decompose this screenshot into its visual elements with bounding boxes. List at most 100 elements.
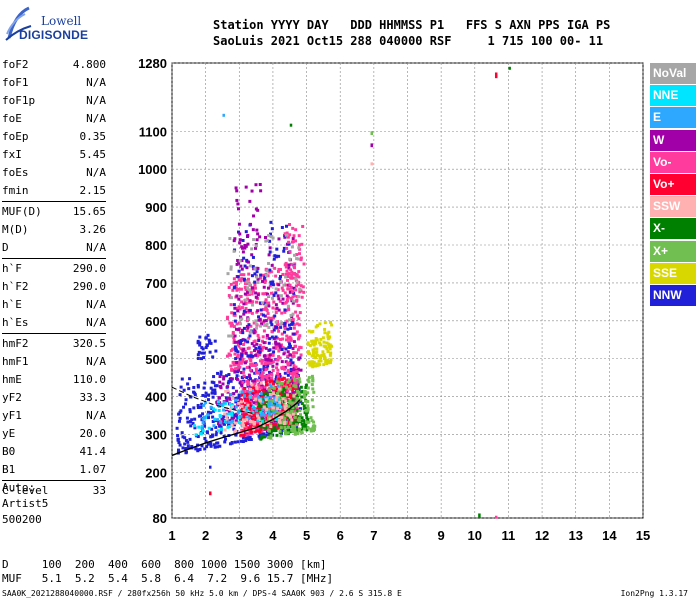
- echo-point: [266, 312, 270, 316]
- echo-point: [284, 378, 288, 382]
- echo-point: [262, 329, 266, 333]
- echo-point: [283, 396, 287, 400]
- echo-point: [246, 260, 250, 264]
- echo-point: [259, 392, 263, 396]
- echo-point: [255, 300, 259, 304]
- echo-point: [292, 368, 296, 372]
- echo-point: [237, 415, 241, 419]
- echo-point: [269, 430, 273, 434]
- echo-point: [196, 353, 200, 357]
- echo-point: [204, 336, 208, 340]
- echo-point: [268, 246, 272, 250]
- echo-point: [285, 385, 289, 389]
- echo-point: [206, 333, 210, 337]
- echo-point: [232, 239, 236, 243]
- echo-point: [287, 266, 291, 270]
- echo-point: [264, 374, 268, 378]
- echo-point: [247, 416, 251, 420]
- echo-point: [240, 408, 244, 412]
- echo-point: [270, 316, 274, 320]
- echo-point: [240, 384, 244, 388]
- echo-point: [231, 392, 235, 396]
- echo-point: [203, 424, 207, 428]
- echo-point: [179, 385, 183, 389]
- echo-point: [259, 381, 263, 385]
- echo-point: [260, 322, 264, 326]
- echo-point: [263, 377, 267, 381]
- echo-point: [254, 417, 258, 421]
- echo-point: [260, 436, 264, 440]
- echo-point: [288, 283, 292, 287]
- echo-point: [310, 339, 314, 343]
- echo-point: [223, 412, 227, 416]
- param-row: M(D) 3.26: [2, 221, 106, 239]
- echo-point: [257, 346, 261, 350]
- echo-point: [237, 368, 241, 372]
- param-name: hmE: [2, 373, 22, 386]
- echo-point: [246, 340, 250, 344]
- echo-point: [232, 277, 236, 281]
- echo-point: [327, 345, 331, 349]
- echo-point: [253, 283, 257, 287]
- echo-point: [263, 385, 267, 389]
- echo-point: [271, 280, 275, 284]
- echo-point: [298, 290, 302, 294]
- echo-point: [291, 272, 295, 276]
- param-value: N/A: [86, 112, 106, 125]
- echo-point: [246, 286, 250, 290]
- echo-point: [294, 284, 298, 288]
- echo-point: [258, 324, 262, 328]
- echo-point: [234, 398, 238, 402]
- echo-point: [255, 270, 259, 274]
- echo-point: [230, 321, 234, 325]
- echo-point: [274, 320, 278, 324]
- echo-point: [253, 267, 257, 271]
- echo-point: [213, 339, 217, 343]
- echo-point: [246, 346, 250, 350]
- echo-point: [235, 306, 239, 310]
- echo-point: [305, 421, 309, 425]
- echo-point: [241, 250, 245, 254]
- echo-point: [246, 242, 250, 246]
- echo-point: [262, 435, 266, 439]
- echo-point: [185, 446, 189, 450]
- echo-point: [370, 131, 373, 136]
- echo-point: [222, 408, 226, 412]
- echo-point: [266, 286, 270, 290]
- echo-point: [293, 382, 297, 386]
- echo-point: [183, 442, 187, 446]
- echo-point: [242, 312, 246, 316]
- echo-point: [198, 447, 202, 451]
- echo-point: [270, 379, 274, 383]
- echo-point: [244, 310, 248, 314]
- echo-point: [218, 413, 222, 417]
- echo-point: [256, 309, 260, 313]
- echo-point: [228, 442, 232, 446]
- echo-point: [235, 294, 239, 298]
- echo-point: [265, 336, 269, 340]
- echo-point: [294, 385, 298, 389]
- echo-point: [259, 394, 263, 398]
- echo-point: [297, 280, 301, 284]
- echo-point: [274, 398, 278, 402]
- param-value: 1.07: [79, 463, 107, 476]
- param-name: yF1: [2, 409, 22, 422]
- echo-point: [235, 288, 239, 292]
- echo-point: [281, 301, 285, 305]
- echo-point: [295, 257, 299, 261]
- echo-point: [322, 363, 326, 367]
- echo-point: [273, 414, 277, 418]
- echo-point: [297, 234, 301, 238]
- echo-point: [219, 420, 223, 424]
- echo-point: [323, 327, 327, 331]
- x-tick-label: 6: [337, 528, 344, 543]
- y-tick-label: 80: [153, 511, 167, 526]
- param-row: fmin 2.15: [2, 182, 106, 200]
- echo-point: [272, 293, 276, 297]
- echo-point: [253, 339, 257, 343]
- echo-point: [200, 426, 204, 430]
- echo-point: [291, 361, 295, 365]
- echo-point: [301, 224, 305, 228]
- echo-point: [323, 345, 327, 349]
- echo-point: [241, 358, 245, 362]
